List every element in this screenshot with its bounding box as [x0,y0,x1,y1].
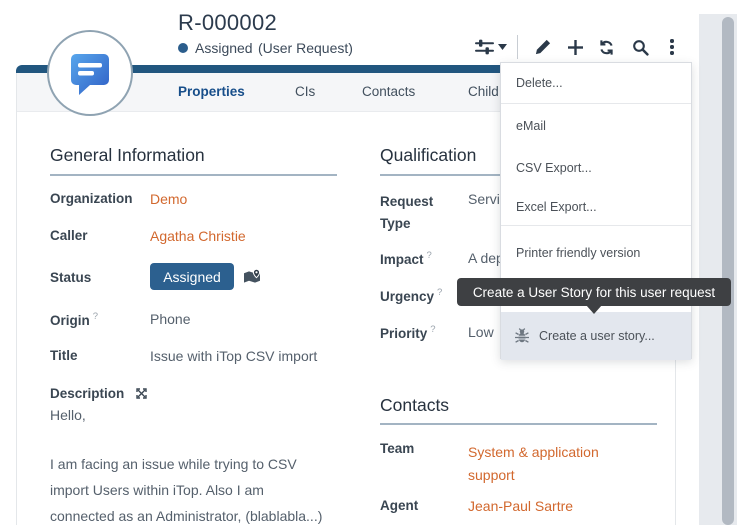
menu-item-csv-export[interactable]: CSV Export... [516,160,592,175]
description-line: I am facing an issue while trying to CSV [50,456,297,472]
toolbar-divider [517,35,518,59]
speech-bubble-icon [64,47,116,99]
search-button[interactable] [631,38,649,56]
menu-item-delete[interactable]: Delete... [501,63,691,104]
pencil-icon [535,39,551,55]
impact-help-marker: ? [426,250,432,261]
priority-help-marker: ? [430,324,436,335]
origin-value: Phone [150,311,191,327]
card-top-bar [16,65,676,73]
search-icon [632,39,649,56]
actions-dropdown-menu: Delete... eMail CSV Export... Excel Expo… [500,62,692,360]
organization-link[interactable]: Demo [150,191,188,207]
team-link[interactable]: System & application support [468,444,599,483]
priority-label: Priority? [380,324,436,341]
lifecycle-map-icon[interactable] [242,267,261,286]
object-class-text: (User Request) [258,40,353,56]
urgency-help-marker: ? [437,287,443,298]
status-label: Status [50,270,92,285]
description-line: import Users within iTop. Also I am [50,482,264,498]
agent-link[interactable]: Jean-Paul Sartre [468,498,574,514]
refresh-button[interactable] [597,38,615,56]
menu-item-email[interactable]: eMail [516,118,546,133]
caller-label: Caller [50,228,88,243]
page-title: R-000002 [178,10,278,35]
add-button[interactable] [566,38,584,56]
agent-label: Agent [380,498,419,513]
impact-label: Impact? [380,250,432,267]
origin-help-marker: ? [92,311,99,322]
title-value: Issue with iTop CSV import [150,348,318,364]
object-avatar [47,30,133,116]
section-title-contacts: Contacts [380,395,450,415]
origin-label: Origin? [50,311,98,328]
origin-label-text: Origin [50,313,90,328]
section-rule [50,174,337,176]
description-greeting: Hello, [50,407,86,423]
create-user-story-tooltip: Create a User Story for this user reques… [457,278,731,306]
priority-label-text: Priority [380,326,428,341]
menu-item-create-user-story[interactable]: Create a user story... [501,312,691,360]
more-actions-button[interactable] [664,36,680,58]
tab-properties[interactable]: Properties [178,84,245,99]
description-line: connected as an Administrator, (blablabl… [50,508,323,524]
sliders-icon [475,39,494,55]
urgency-label: Urgency? [380,287,442,304]
bug-icon [514,328,530,344]
request-type-label: Request Type [380,194,434,231]
plus-icon [567,39,584,56]
filters-button[interactable] [472,37,510,57]
menu-item-excel-export[interactable]: Excel Export... [501,189,691,226]
section-title-qualification: Qualification [380,145,477,165]
urgency-label-text: Urgency [380,289,435,304]
caller-link[interactable]: Agatha Christie [150,228,246,244]
tooltip-arrow [586,305,602,314]
expand-arrows-icon[interactable] [135,387,147,399]
status-badge: Assigned [150,263,234,290]
refresh-icon [598,39,615,56]
title-label: Title [50,348,78,363]
scrollbar-thumb[interactable] [722,17,734,525]
menu-item-printer-friendly[interactable]: Printer friendly version [516,246,641,260]
caret-down-icon [498,44,507,50]
tab-contacts[interactable]: Contacts [362,84,416,99]
priority-value: Low [468,324,494,340]
section-rule [380,423,657,425]
status-state-text: Assigned [195,40,253,56]
section-title-general-information: General Information [50,145,205,165]
organization-label: Organization [50,191,133,206]
description-label: Description [50,386,125,401]
kebab-menu-icon [670,39,674,55]
tab-cis[interactable]: CIs [295,84,316,99]
impact-label-text: Impact [380,252,424,267]
card-left-border [16,73,17,525]
status-dot [178,43,188,53]
team-label: Team [380,441,415,456]
menu-item-label: Create a user story... [539,329,655,343]
edit-button[interactable] [534,38,552,56]
